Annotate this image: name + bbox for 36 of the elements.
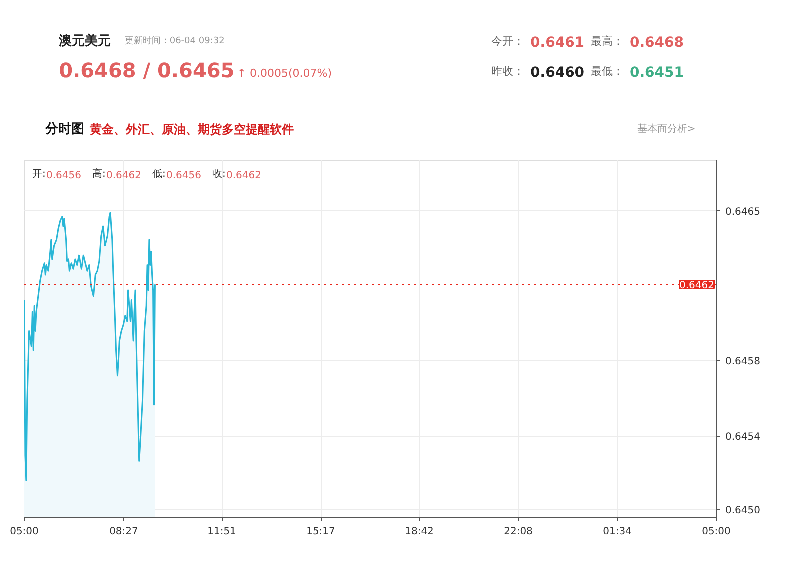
ref-line-label: 0.6462 xyxy=(680,280,715,292)
annotation: 收: xyxy=(212,169,226,180)
text: 最高： xyxy=(591,35,624,48)
text: ↑ 0.0005(0.07%) xyxy=(237,67,332,80)
x-tick-label: 01:34 xyxy=(603,526,632,538)
annotation: 0.6462 xyxy=(226,170,262,182)
x-tick-label: 18:42 xyxy=(405,526,434,538)
x-tick-label: 08:27 xyxy=(110,526,138,538)
y-tick-label: 0.6465 xyxy=(726,206,760,218)
x-tick-label: 05:00 xyxy=(702,526,731,538)
y-tick-label: 0.6454 xyxy=(726,432,760,444)
annotation: 0.6462 xyxy=(106,170,142,182)
text: 昨收： xyxy=(492,65,525,78)
annotation: 0.6456 xyxy=(46,170,82,182)
y-tick-label: 0.6458 xyxy=(726,356,760,368)
annotation: 0.6456 xyxy=(166,170,202,182)
text: 0.6461 xyxy=(530,35,585,51)
text: 分时图 xyxy=(44,122,84,137)
x-tick-label: 15:17 xyxy=(306,526,336,538)
text: 基本面分析> xyxy=(637,123,696,135)
text: 0.6468 / 0.6465 xyxy=(59,58,235,82)
y-tick-label: 0.6450 xyxy=(726,506,760,517)
text: 0.6460 xyxy=(530,65,585,81)
text: 最低： xyxy=(591,65,624,78)
annotation: 高: xyxy=(92,168,106,180)
chart-subtitle: 更新时间：06-04 09:32 xyxy=(124,36,225,46)
annotation: 低: xyxy=(152,169,166,180)
text: 今开： xyxy=(492,35,525,48)
annotation: 开: xyxy=(32,169,46,180)
text: 0.6468 xyxy=(630,35,684,51)
x-tick-label: 11:51 xyxy=(208,526,236,538)
text: 黄金、外汇、原油、期货多空提醒软件 xyxy=(89,122,294,136)
x-tick-label: 05:00 xyxy=(10,526,39,538)
chart-title: 澳元美元 xyxy=(58,33,112,49)
x-tick-label: 22:08 xyxy=(504,526,533,538)
text: 0.6451 xyxy=(630,65,684,81)
